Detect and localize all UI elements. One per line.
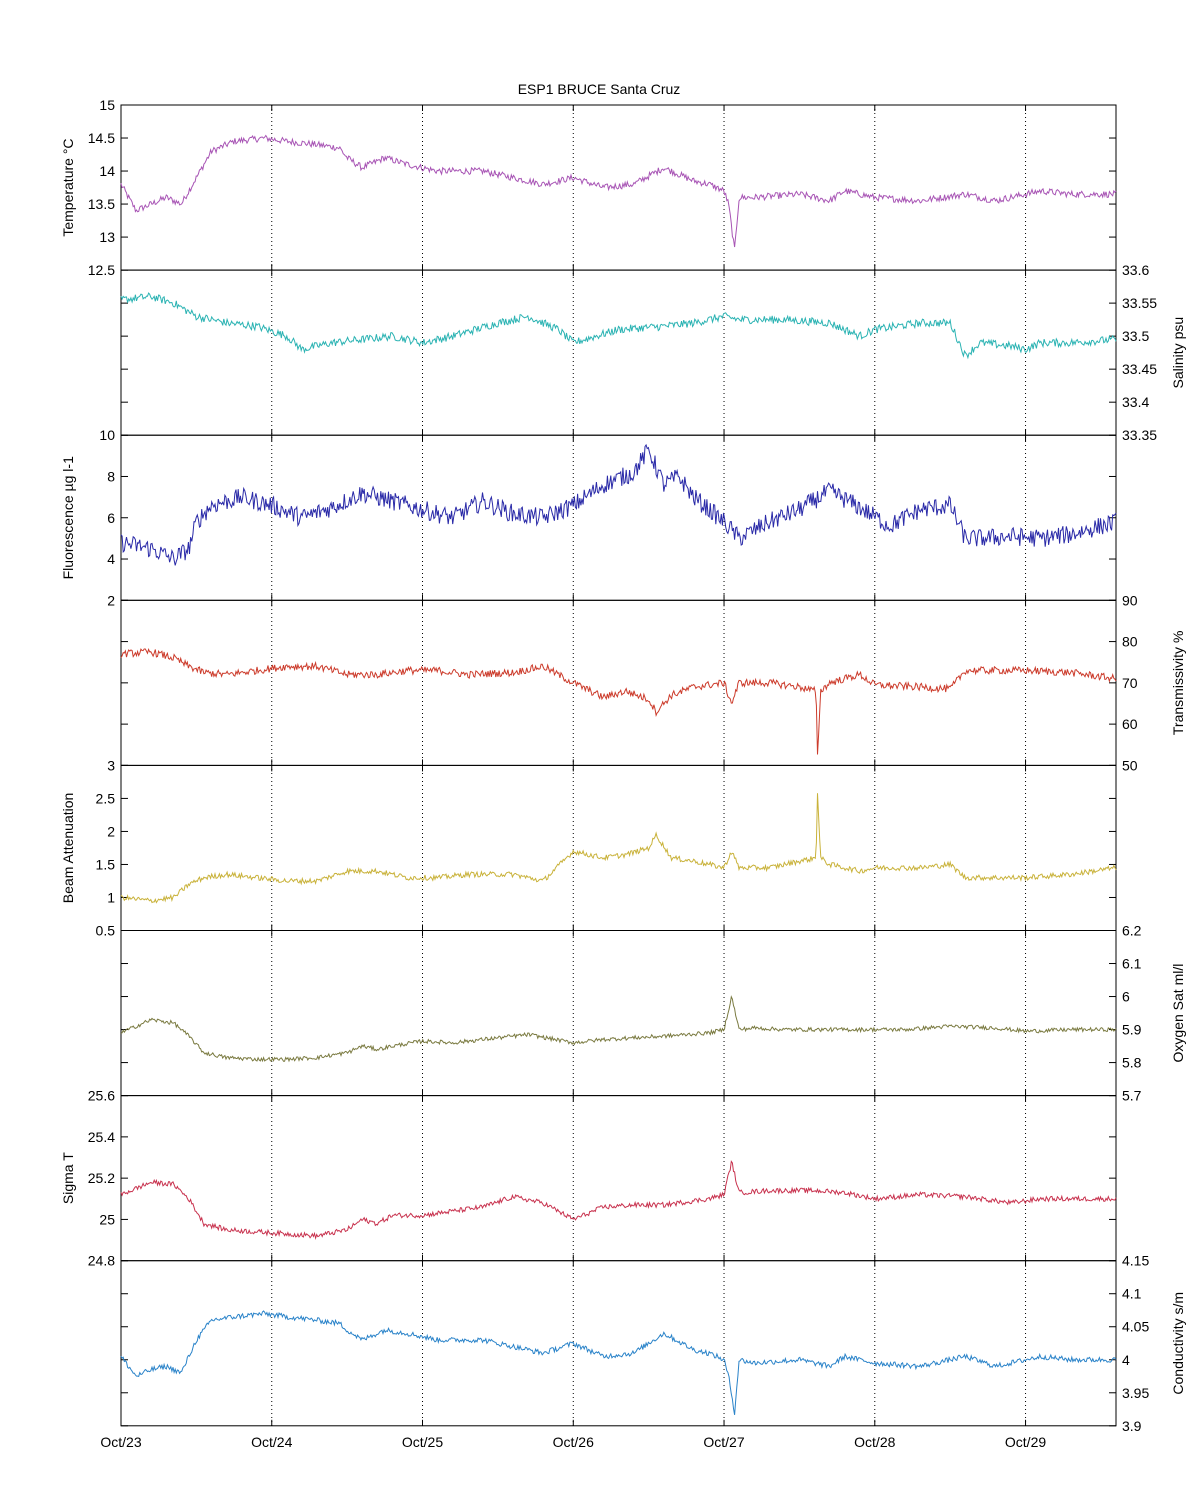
oxygen-sat-ytick-label: 6.2 [1122, 923, 1142, 939]
oxygen-sat-ytick-label: 6 [1122, 989, 1130, 1005]
fluorescence-ytick-label: 4 [107, 551, 115, 567]
salinity-ytick-label: 33.6 [1122, 262, 1149, 278]
conductivity-ytick-label: 3.9 [1122, 1418, 1142, 1434]
xtick-label-Oct-26: Oct/26 [553, 1434, 594, 1450]
transmissivity-ytick-label: 80 [1122, 634, 1138, 650]
xtick-label-Oct-23: Oct/23 [100, 1434, 141, 1450]
xtick-label-Oct-24: Oct/24 [251, 1434, 292, 1450]
sigma-t-ytick-label: 25.6 [88, 1088, 115, 1104]
transmissivity-panel-frame [120, 599, 1117, 766]
beam-attenuation-ytick-label: 1.5 [96, 856, 116, 872]
beam-attenuation-series-line [120, 793, 1117, 904]
salinity-ylabel: Salinity psu [1170, 317, 1186, 389]
xtick-label-Oct-29: Oct/29 [1005, 1434, 1046, 1450]
oxygen-sat-ytick-label: 5.7 [1122, 1088, 1142, 1104]
conductivity-series-line [120, 1310, 1117, 1415]
transmissivity-ytick-label: 50 [1122, 757, 1138, 773]
temperature-ylabel: Temperature °C [60, 138, 76, 236]
transmissivity-ylabel: Transmissivity % [1170, 631, 1186, 736]
oxygen-sat-ytick-label: 6.1 [1122, 956, 1142, 972]
beam-attenuation-panel-frame [120, 764, 1117, 932]
conductivity-ytick-label: 4.15 [1122, 1253, 1149, 1269]
transmissivity-ytick-label: 90 [1122, 592, 1138, 608]
conductivity-ytick-label: 4.1 [1122, 1286, 1142, 1302]
chart-title: ESP1 BRUCE Santa Cruz [518, 81, 681, 97]
fluorescence-ytick-label: 2 [107, 592, 115, 608]
oxygen-sat-panel-frame [120, 930, 1117, 1097]
beam-attenuation-ylabel: Beam Attenuation [60, 793, 76, 904]
beam-attenuation-ytick-label: 2.5 [96, 790, 116, 806]
beam-attenuation-ytick-label: 3 [107, 757, 115, 773]
temperature-ytick-label: 15 [99, 97, 115, 113]
conductivity-ytick-label: 4.05 [1122, 1319, 1149, 1335]
sigma-t-ytick-label: 25.4 [88, 1129, 115, 1145]
sigma-t-ytick-label: 25.2 [88, 1170, 115, 1186]
xtick-label-Oct-25: Oct/25 [402, 1434, 443, 1450]
transmissivity-series-line [120, 647, 1117, 755]
oxygen-sat-ylabel: Oxygen Sat ml/l [1170, 964, 1186, 1063]
salinity-ytick-label: 33.55 [1122, 295, 1157, 311]
sigma-t-ytick-label: 24.8 [88, 1253, 115, 1269]
salinity-panel-frame [120, 269, 1117, 436]
transmissivity-ytick-label: 70 [1122, 675, 1138, 691]
salinity-ytick-label: 33.5 [1122, 328, 1149, 344]
sigma-t-ytick-label: 25 [99, 1211, 115, 1227]
beam-attenuation-ytick-label: 1 [107, 889, 115, 905]
conductivity-ylabel: Conductivity s/m [1170, 1292, 1186, 1395]
oxygen-sat-series-line [120, 995, 1117, 1063]
beam-attenuation-ytick-label: 0.5 [96, 923, 116, 939]
temperature-series-line [120, 134, 1117, 248]
beam-attenuation-ytick-label: 2 [107, 823, 115, 839]
temperature-ytick-label: 13.5 [88, 196, 115, 212]
oxygen-sat-ytick-label: 5.9 [1122, 1022, 1142, 1038]
salinity-ytick-label: 33.4 [1122, 394, 1149, 410]
temperature-ytick-label: 14.5 [88, 130, 115, 146]
oxygen-sat-ytick-label: 5.8 [1122, 1055, 1142, 1071]
temperature-ytick-label: 13 [99, 229, 115, 245]
xtick-label-Oct-28: Oct/28 [854, 1434, 895, 1450]
fluorescence-ylabel: Fluorescence µg l-1 [60, 456, 76, 579]
xtick-label-Oct-27: Oct/27 [703, 1434, 744, 1450]
conductivity-ytick-label: 3.95 [1122, 1385, 1149, 1401]
fluorescence-ytick-label: 10 [99, 427, 115, 443]
fluorescence-series-line [120, 443, 1117, 566]
salinity-ytick-label: 33.35 [1122, 427, 1157, 443]
fluorescence-ytick-label: 6 [107, 510, 115, 526]
conductivity-ytick-label: 4 [1122, 1352, 1130, 1368]
fluorescence-ytick-label: 8 [107, 468, 115, 484]
sigma-t-series-line [120, 1160, 1117, 1241]
salinity-series-line [120, 292, 1117, 360]
salinity-ytick-label: 33.45 [1122, 361, 1157, 377]
sigma-t-ylabel: Sigma T [60, 1152, 76, 1204]
conductivity-panel-frame [120, 1260, 1117, 1427]
transmissivity-ytick-label: 60 [1122, 716, 1138, 732]
fluorescence-panel-frame [120, 434, 1117, 601]
sigma-t-panel-frame [120, 1095, 1117, 1262]
temperature-ytick-label: 14 [99, 163, 115, 179]
temperature-ytick-label: 12.5 [88, 262, 115, 278]
